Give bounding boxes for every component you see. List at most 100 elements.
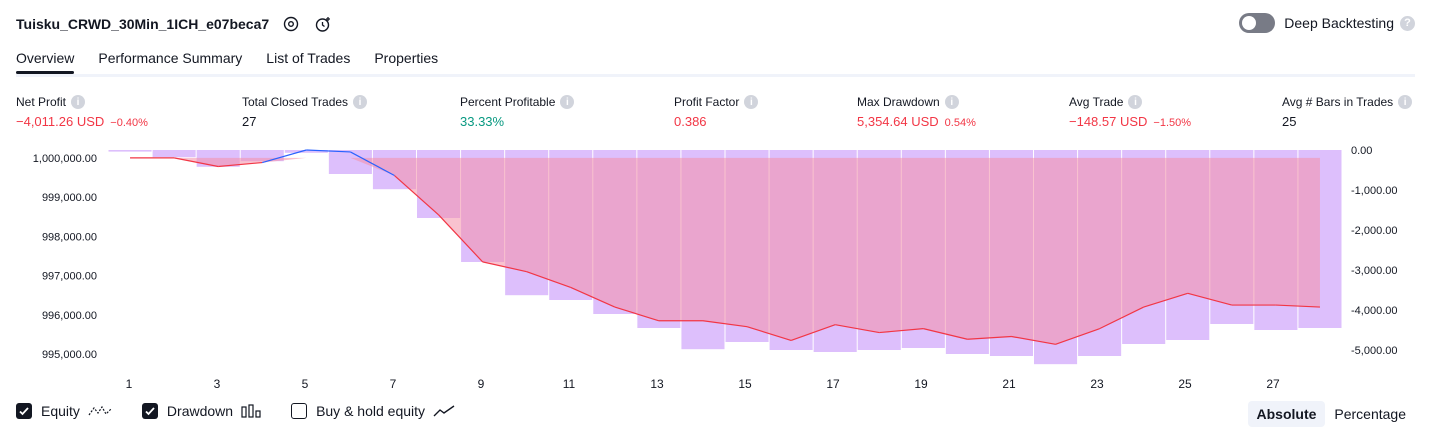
- metric-label: Total Closed Trades: [242, 95, 349, 109]
- x-tick-label: 15: [738, 377, 752, 391]
- equity-segment: [835, 324, 880, 334]
- x-tick-label: 25: [1178, 377, 1192, 391]
- tab-overview[interactable]: Overview: [16, 46, 75, 74]
- equity-checkbox[interactable]: [16, 403, 32, 419]
- equity-segment: [1275, 304, 1320, 308]
- info-icon[interactable]: i: [71, 95, 86, 109]
- equity-segment: [218, 161, 263, 168]
- metric-percent: 0.54%: [944, 117, 976, 129]
- x-tick-label: 17: [826, 377, 840, 391]
- metric-avg-trade: Avg Trade i −148.57 USD −1.50%: [1069, 94, 1191, 129]
- drawdown-bar: [240, 150, 284, 162]
- x-tick-label: 13: [650, 377, 664, 391]
- equity-segment: [923, 328, 968, 340]
- strategy-title: Tuisku_CRWD_30Min_1ICH_e07beca7: [16, 16, 270, 32]
- y-right-tick-label: -5,000.00: [1351, 345, 1397, 357]
- metric-value: 33.33%: [460, 114, 505, 129]
- x-tick-label: 3: [214, 377, 221, 391]
- y-right-tick-label: -3,000.00: [1351, 265, 1397, 277]
- legend-label: Equity: [41, 403, 80, 419]
- metric-value: 25: [1282, 114, 1297, 129]
- deep-backtesting-toggle[interactable]: [1239, 13, 1276, 33]
- x-tick-label: 9: [478, 377, 485, 391]
- deep-backtesting-label: Deep Backtesting: [1284, 15, 1394, 31]
- y-right-tick-label: -1,000.00: [1351, 185, 1397, 197]
- equity-segment: [1099, 306, 1144, 330]
- info-icon[interactable]: i: [1128, 95, 1143, 109]
- x-axis: 1 3 5 7 9 11 13 15 17 19 21 23 25 27: [126, 377, 1280, 391]
- y-left-tick-label: 999,000.00: [42, 192, 97, 204]
- metric-value: −148.57 USD: [1069, 114, 1148, 129]
- metric-max-drawdown: Max Drawdown i 5,354.64 USD 0.54%: [857, 94, 976, 129]
- metric-total-closed-trades: Total Closed Trades i 27: [242, 94, 368, 129]
- equity-segment: [1143, 292, 1188, 308]
- help-icon[interactable]: ?: [1400, 15, 1415, 31]
- x-tick-label: 21: [1002, 377, 1016, 391]
- drawdown-checkbox[interactable]: [141, 403, 158, 419]
- x-tick-label: 23: [1090, 377, 1104, 391]
- deep-backtesting: Deep Backtesting ?: [1239, 13, 1415, 33]
- y-axis-left: 1,000,000.00 999,000.00 998,000.00 997,000.…: [33, 153, 97, 361]
- metric-value: 27: [242, 114, 257, 129]
- tab-list-of-trades[interactable]: List of Trades: [266, 50, 351, 66]
- metric-label: Avg # Bars in Trades: [1282, 95, 1394, 109]
- drawdown-bars-icon: [241, 404, 261, 418]
- equity-drawdown-chart[interactable]: 1,000,000.00 999,000.00 998,000.00 997,000.…: [0, 140, 1431, 395]
- equity-segment: [702, 320, 748, 328]
- y-left-tick-label: 997,000.00: [42, 271, 97, 283]
- equity-segment: [614, 306, 660, 322]
- equity-segment: [746, 326, 792, 341]
- strategy-header: Tuisku_CRWD_30Min_1ICH_e07beca7: [16, 12, 333, 36]
- chart-legend: Equity Drawdown Buy & hold equity: [16, 403, 485, 419]
- drawdown-bar: [108, 150, 152, 152]
- info-icon[interactable]: i: [560, 95, 575, 109]
- y-left-tick-label: 1,000,000.00: [33, 153, 97, 165]
- mode-absolute-button[interactable]: Absolute: [1247, 401, 1326, 427]
- legend-label: Buy & hold equity: [316, 403, 426, 419]
- metric-percent: −1.50%: [1153, 117, 1192, 129]
- y-right-tick-label: 0.00: [1351, 145, 1372, 157]
- add-alert-icon[interactable]: [313, 14, 333, 34]
- equity-segment: [1187, 292, 1232, 306]
- legend-label: Drawdown: [166, 403, 234, 419]
- x-tick-label: 5: [302, 377, 309, 391]
- equity-line: [130, 149, 1320, 345]
- equity-segment: [570, 286, 616, 308]
- equity-segment: [1055, 328, 1100, 345]
- settings-icon[interactable]: [281, 14, 301, 34]
- equity-segment: [879, 328, 924, 334]
- mode-percentage-button[interactable]: Percentage: [1334, 406, 1406, 422]
- tab-performance-summary[interactable]: Performance Summary: [98, 50, 243, 66]
- buy-hold-line-icon: [433, 404, 455, 418]
- tab-properties[interactable]: Properties: [374, 50, 439, 66]
- x-tick-label: 19: [914, 377, 928, 391]
- info-icon[interactable]: i: [353, 95, 368, 109]
- equity-segment: [438, 214, 484, 263]
- metric-label: Avg Trade: [1069, 95, 1124, 109]
- y-left-tick-label: 996,000.00: [42, 310, 97, 322]
- y-left-tick-label: 995,000.00: [42, 349, 97, 361]
- drawdown-bar: [284, 150, 328, 153]
- equity-segment: [350, 151, 395, 177]
- info-icon[interactable]: i: [1398, 95, 1413, 109]
- y-axis-right: 0.00 -1,000.00 -2,000.00 -3,000.00 -4,000.00…: [1351, 145, 1397, 357]
- x-tick-label: 11: [563, 377, 576, 391]
- metric-percent-profitable: Percent Profitable i 33.33%: [460, 94, 575, 129]
- y-right-tick-label: -4,000.00: [1351, 305, 1397, 317]
- metric-value: −4,011.26 USD: [16, 114, 105, 129]
- metric-value: 5,354.64 USD: [857, 114, 939, 129]
- equity-segment: [967, 335, 1012, 340]
- info-icon[interactable]: i: [944, 95, 959, 109]
- metric-label: Net Profit: [16, 95, 67, 109]
- metric-avg-bars: Avg # Bars in Trades i 25: [1282, 94, 1413, 129]
- info-icon[interactable]: i: [744, 95, 759, 109]
- buy-hold-checkbox[interactable]: [291, 403, 308, 419]
- metrics-row: Net Profit i −4,011.26 USD −0.40% Total Cl…: [16, 94, 1415, 134]
- equity-segment: [394, 175, 439, 216]
- metric-value: 0.386: [674, 114, 707, 129]
- x-tick-label: 27: [1266, 377, 1280, 391]
- legend-drawdown[interactable]: Drawdown: [141, 403, 261, 419]
- legend-equity[interactable]: Equity: [16, 403, 112, 419]
- legend-buy-hold[interactable]: Buy & hold equity: [291, 403, 455, 419]
- equity-segment: [173, 157, 219, 168]
